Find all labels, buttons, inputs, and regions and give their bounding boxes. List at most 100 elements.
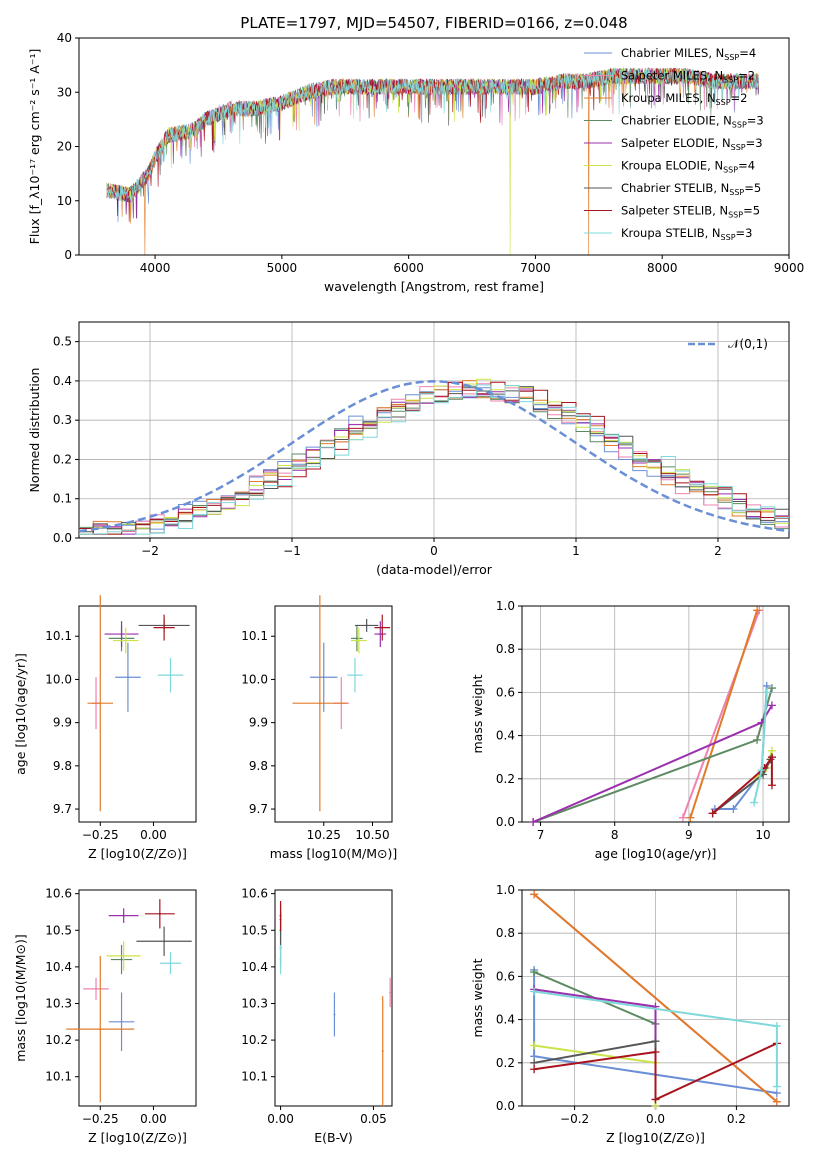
y-tick-label: 9.9	[249, 716, 268, 730]
x-tick-label: −0.25	[82, 828, 119, 842]
y-axis-label: Flux [f_λ10⁻¹⁷ erg cm⁻² s⁻¹ A⁻¹]	[27, 49, 42, 245]
weight-marker	[530, 1041, 539, 1050]
x-tick-label: −2	[141, 544, 159, 558]
panel-residuals: −2 −1 0 1 2 0.0 0.1 0.2 0.3 0.4 0.5 (data-model)/er…	[27, 321, 790, 577]
y-tick-label: 0.4	[496, 729, 515, 743]
x-tick-label: 8	[611, 828, 619, 842]
x-tick-label: 4000	[140, 261, 171, 275]
y-tick-label: 0.6	[496, 969, 515, 983]
x-tick-label: −0.25	[82, 1112, 119, 1126]
weight-line-chabrier_stelib	[533, 1040, 657, 1100]
weight-marker	[529, 818, 538, 826]
legend-entry: Salpeter ELODIE, NSSP=3	[621, 136, 763, 152]
weight-marker	[750, 798, 759, 807]
y-tick-label: 0.8	[496, 642, 515, 656]
weight-marker	[651, 1095, 660, 1104]
weight-marker	[767, 781, 776, 790]
weight-line-chabrier_elodie	[532, 687, 773, 823]
y-tick-label: 10.3	[241, 996, 268, 1010]
panel-mass_vs_ebv: 0.00 0.05 10.1 10.2 10.3 10.4 10.5 10.6 E(B-V)	[241, 887, 393, 1145]
data-point	[126, 676, 129, 679]
data-point	[120, 958, 123, 961]
data-point	[381, 1050, 384, 1053]
chart-title: PLATE=1797, MJD=54507, FIBERID=0166, z=0…	[240, 14, 627, 32]
y-tick-label: 0.6	[496, 685, 515, 699]
y-tick-label: 10.6	[241, 887, 268, 901]
weight-marker	[651, 1048, 660, 1056]
data-point	[322, 676, 325, 679]
data-point	[169, 962, 172, 965]
data-point	[124, 639, 127, 642]
weight-marker	[708, 809, 717, 818]
data-point	[333, 1013, 336, 1016]
y-tick-label: 9.8	[53, 759, 72, 773]
y-tick-label: 10	[57, 194, 72, 208]
y-tick-label: 40	[57, 31, 72, 45]
y-axis-label: mass [log10(M/M⊙)]	[13, 934, 28, 1062]
weight-marker	[530, 890, 539, 899]
y-tick-label: 10.3	[45, 996, 72, 1010]
axes-frame	[274, 889, 393, 1107]
x-tick-label: 10.50	[355, 828, 389, 842]
x-tick-label: 0.2	[727, 1112, 746, 1126]
y-tick-label: 0.0	[496, 1099, 515, 1113]
y-tick-label: 10.1	[241, 1070, 268, 1084]
x-tick-label: 0.00	[140, 828, 167, 842]
x-axis-label: wavelength [Angstrom, rest frame]	[324, 279, 544, 294]
x-tick-label: −1	[283, 544, 301, 558]
y-tick-label: 10.1	[45, 629, 72, 643]
x-axis-label: Z [log10(Z/Z⊙)]	[88, 846, 187, 861]
weight-marker	[729, 805, 738, 814]
x-tick-label: 0.00	[140, 1112, 167, 1126]
y-tick-label: 10.5	[45, 923, 72, 937]
x-tick-label: 9000	[774, 261, 805, 275]
data-point	[158, 912, 161, 915]
data-point	[169, 674, 172, 677]
y-tick-label: 0.5	[53, 335, 72, 349]
weight-line-kroupa_miles	[533, 893, 778, 1103]
weight-marker	[772, 1097, 781, 1106]
y-tick-label: 0.0	[496, 815, 515, 829]
y-tick-label: 30	[57, 85, 72, 99]
data-point	[357, 639, 360, 642]
weight-marker	[762, 688, 771, 697]
weight-marker	[686, 813, 695, 822]
x-axis-label: Z [log10(Z/Z⊙)]	[88, 1130, 187, 1145]
x-tick-label: 7	[537, 828, 545, 842]
data-point	[355, 637, 358, 640]
x-axis-label: mass [log10(M/M⊙)]	[270, 846, 398, 861]
data-point	[99, 702, 102, 705]
axes-frame	[78, 605, 197, 823]
y-tick-label: 0.3	[53, 413, 72, 427]
x-tick-label: 6000	[393, 261, 424, 275]
x-tick-label: 7000	[520, 261, 551, 275]
weight-marker	[753, 735, 762, 744]
y-axis-label: age [log10(age/yr)]	[13, 653, 28, 775]
data-point	[163, 940, 166, 943]
panel-age_vs_mass: 10.25 10.50 9.7 9.8 9.9 10.0 10.1 mass [log10(M…	[241, 595, 397, 861]
x-axis-label: E(B-V)	[314, 1130, 353, 1145]
y-tick-label: 9.9	[53, 716, 72, 730]
x-tick-label: 5000	[267, 261, 298, 275]
legend-entry: Salpeter STELIB, NSSP=5	[621, 204, 760, 220]
axes-frame	[521, 605, 790, 823]
y-tick-label: 10.1	[45, 1070, 72, 1084]
y-tick-label: 10.2	[45, 1033, 72, 1047]
data-point	[279, 914, 282, 917]
x-tick-label: 0.0	[646, 1112, 665, 1126]
panel-mass_vs_Z: −0.25 0.00 10.1 10.2 10.3 10.4 10.5 10.6 Z [log1…	[13, 887, 197, 1145]
x-tick-label: 10.25	[307, 828, 341, 842]
x-tick-label: 8000	[647, 261, 678, 275]
weight-marker	[530, 968, 539, 977]
data-point	[120, 633, 123, 636]
y-tick-label: 10.6	[45, 887, 72, 901]
weight-marker	[772, 1082, 781, 1091]
y-tick-label: 9.7	[53, 802, 72, 816]
weight-line-salpeter_stelib	[711, 753, 773, 815]
data-point	[122, 914, 125, 917]
y-tick-label: 0.4	[496, 1013, 515, 1027]
y-tick-label: 9.7	[249, 802, 268, 816]
y-tick-label: 1.0	[496, 599, 515, 613]
series-line-kroupa_stelib	[106, 66, 759, 201]
weight-line-kroupa_stelib	[753, 692, 768, 803]
